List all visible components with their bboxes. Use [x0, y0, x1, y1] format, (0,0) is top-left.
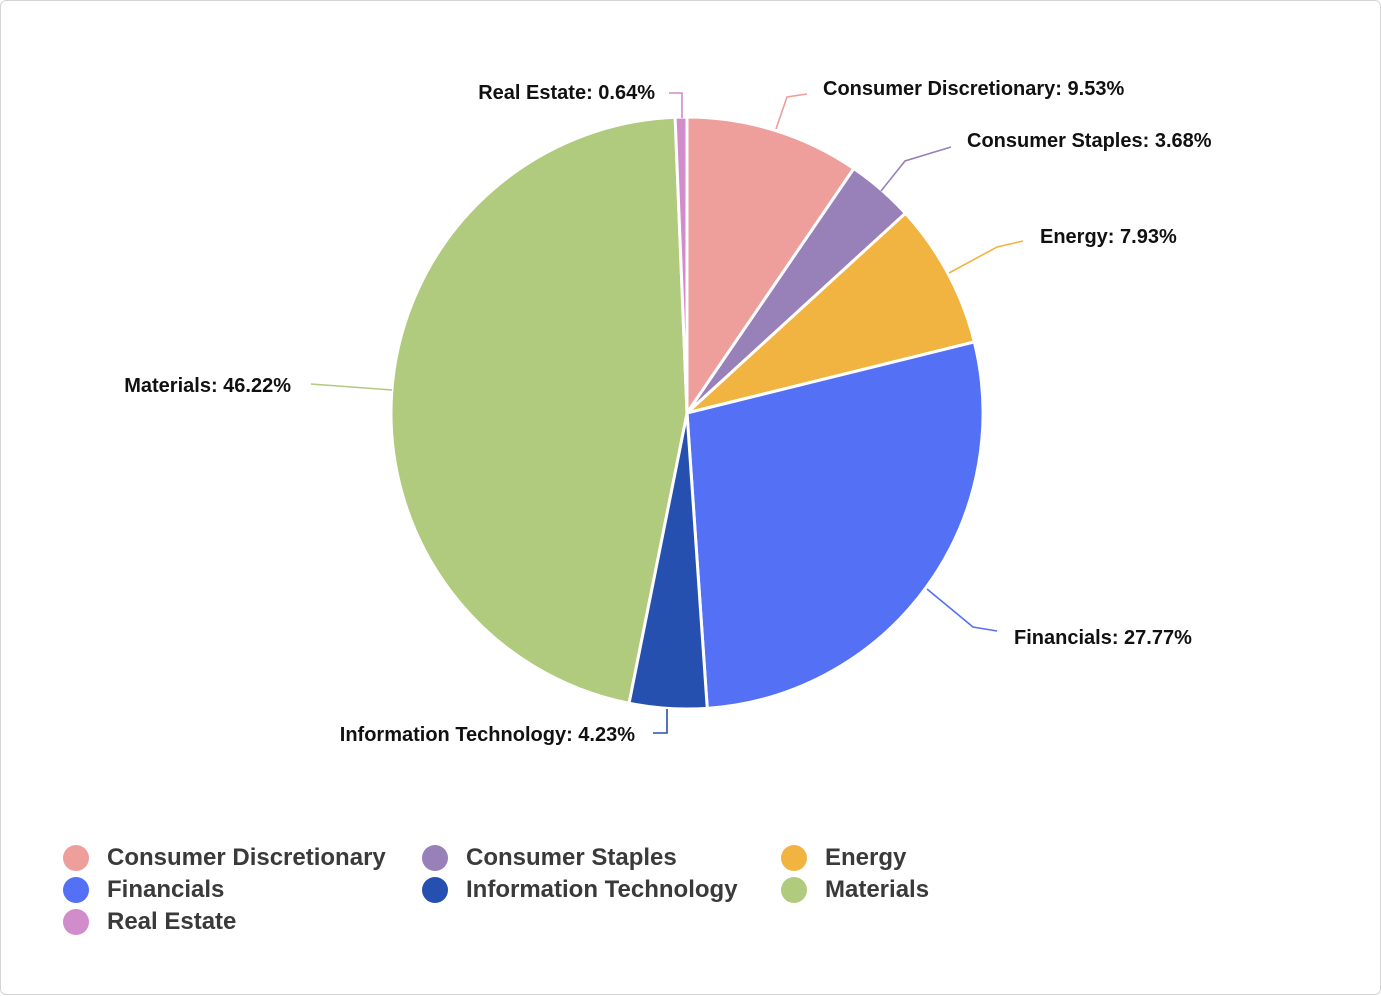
- legend-item-information-technology[interactable]: Information Technology: [422, 874, 781, 906]
- legend-swatch: [422, 877, 448, 903]
- legend-swatch: [63, 909, 89, 935]
- legend-item-real-estate[interactable]: Real Estate: [63, 906, 422, 938]
- legend-swatch: [781, 845, 807, 871]
- slice-label-financials: Financials: 27.77%: [1014, 627, 1192, 649]
- leader-line-real-estate: [669, 92, 683, 118]
- legend-label: Consumer Staples: [466, 844, 677, 871]
- legend-label: Real Estate: [107, 908, 237, 935]
- slice-label-materials: Materials: 46.22%: [124, 375, 291, 397]
- slice-label-consumer-discretionary: Consumer Discretionary: 9.53%: [823, 78, 1124, 100]
- legend-swatch: [781, 877, 807, 903]
- slice-labels: Consumer Discretionary: 9.53% Consumer St…: [124, 78, 1212, 746]
- slice-label-information-technology: Information Technology: 4.23%: [340, 724, 635, 746]
- leader-line-consumer-staples: [880, 146, 952, 192]
- legend-item-materials[interactable]: Materials: [781, 874, 1041, 906]
- legend-item-energy[interactable]: Energy: [781, 842, 1041, 874]
- leader-line-information-technology: [653, 709, 668, 734]
- pie-slice-energy[interactable]: [685, 211, 976, 415]
- slice-label-real-estate: Real Estate: 0.64%: [478, 82, 655, 104]
- legend-label: Materials: [825, 876, 930, 903]
- leader-line-energy: [948, 240, 1024, 274]
- legend-swatch: [422, 845, 448, 871]
- legend-label: Consumer Discretionary: [107, 844, 386, 871]
- leader-lines: [310, 92, 1024, 734]
- legend-swatch: [63, 877, 89, 903]
- pie-slice-materials[interactable]: [389, 115, 689, 705]
- legend-item-financials[interactable]: Financials: [63, 874, 422, 906]
- slice-label-consumer-staples: Consumer Staples: 3.68%: [967, 130, 1212, 152]
- legend-item-consumer-discretionary[interactable]: Consumer Discretionary: [63, 842, 422, 874]
- legend-label: Energy: [825, 844, 907, 871]
- pie-slice-financials[interactable]: [685, 340, 985, 710]
- legend: Consumer Discretionary Consumer Staples …: [63, 842, 1063, 938]
- legend-label: Financials: [107, 876, 225, 903]
- legend-swatch: [63, 845, 89, 871]
- leader-line-consumer-discretionary: [775, 93, 808, 130]
- legend-item-consumer-staples[interactable]: Consumer Staples: [422, 842, 781, 874]
- pie-slice-real-estate[interactable]: [673, 115, 689, 415]
- leader-line-materials: [310, 383, 393, 391]
- legend-label: Information Technology: [466, 876, 738, 903]
- pie-slice-consumer-discretionary[interactable]: [685, 115, 856, 415]
- pie-slices: [389, 115, 985, 711]
- slice-label-energy: Energy: 7.93%: [1040, 226, 1177, 248]
- leader-line-financials: [926, 588, 998, 632]
